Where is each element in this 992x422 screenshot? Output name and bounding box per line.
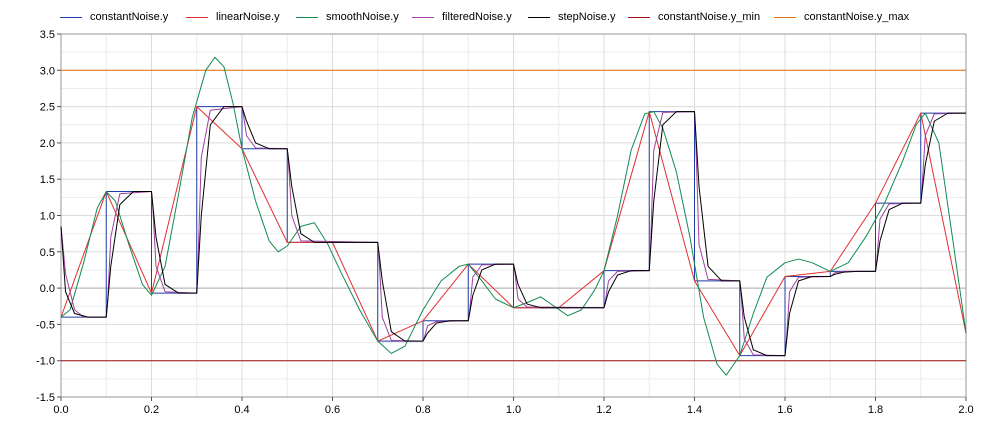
legend-item-yMin: constantNoise.y_min — [628, 10, 760, 24]
y-tick-label: 2.5 — [40, 102, 55, 114]
y-tick-label: 1.5 — [40, 174, 55, 186]
y-tick-label: 3.0 — [40, 65, 55, 77]
legend-swatch — [186, 16, 208, 18]
series-line-stepnoise-y — [60, 106, 966, 357]
legend-label: constantNoise.y_min — [658, 11, 761, 23]
series-line-smoothnoise-y — [60, 56, 967, 376]
legend-swatch — [60, 16, 82, 18]
legend: constantNoise.y linearNoise.y smoothNois… — [0, 0, 992, 26]
x-tick-label: 0.6 — [325, 404, 340, 416]
y-tick-label: -0.5 — [36, 319, 55, 331]
legend-swatch — [774, 16, 796, 18]
legend-label: smoothNoise.y — [326, 11, 399, 23]
legend-swatch — [628, 16, 650, 18]
y-tick-label: -1.5 — [36, 392, 55, 404]
legend-swatch — [412, 16, 434, 18]
x-tick-label: 2.0 — [958, 404, 973, 416]
legend-item-yMax: constantNoise.y_max — [774, 10, 909, 24]
x-tick-label: 0.2 — [144, 404, 159, 416]
x-tick-label: 0.0 — [53, 404, 68, 416]
legend-swatch — [296, 16, 318, 18]
x-tick-label: 1.8 — [868, 404, 883, 416]
legend-label: stepNoise.y — [558, 11, 616, 23]
legend-item-stepNoise: stepNoise.y — [528, 10, 615, 24]
legend-label: constantNoise.y — [90, 11, 169, 23]
y-axis-ticks: -1.5 -1.0 -0.5 0.0 0.5 1.0 1.5 2.0 2.5 3.0 3.5 — [36, 29, 61, 404]
x-tick-label: 1.2 — [596, 404, 611, 416]
y-tick-label: 0.0 — [40, 283, 55, 295]
series — [60, 56, 967, 376]
legend-item-smoothNoise: smoothNoise.y — [296, 10, 399, 24]
x-tick-label: 0.8 — [415, 404, 430, 416]
legend-label: filteredNoise.y — [442, 11, 512, 23]
y-tick-label: 3.5 — [40, 29, 55, 41]
y-tick-label: 1.0 — [40, 211, 55, 223]
series-line-constantnoise-y — [61, 106, 966, 357]
legend-item-constantNoise: constantNoise.y — [60, 10, 168, 24]
x-tick-label: 0.4 — [234, 404, 249, 416]
legend-label: constantNoise.y_max — [804, 11, 910, 23]
x-tick-label: 1.4 — [687, 404, 702, 416]
x-tick-label: 1.6 — [777, 404, 792, 416]
x-axis-ticks: 0.0 0.2 0.4 0.6 0.8 1.0 1.2 1.4 1.6 1.8 2.0 — [53, 397, 974, 416]
y-tick-label: -1.0 — [36, 356, 55, 368]
legend-item-linearNoise: linearNoise.y — [186, 10, 280, 24]
x-tick-label: 1.0 — [506, 404, 521, 416]
legend-swatch — [528, 16, 550, 18]
y-tick-label: 2.0 — [40, 138, 55, 150]
y-tick-label: 0.5 — [40, 247, 55, 259]
legend-item-filteredNoise: filteredNoise.y — [412, 10, 512, 24]
legend-label: linearNoise.y — [216, 11, 280, 23]
